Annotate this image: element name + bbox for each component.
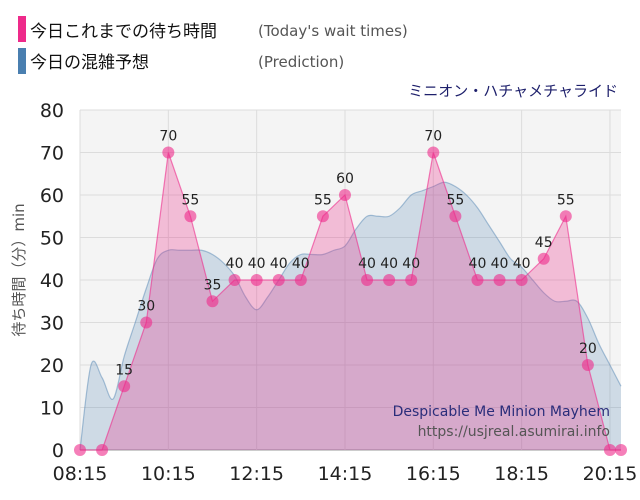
- today-point: [294, 274, 307, 286]
- watermark: Despicable Me Minion Mayhem https://usjr…: [393, 404, 610, 440]
- today-point: [581, 359, 594, 371]
- today-point: [228, 274, 241, 286]
- legend-prediction-sub: (Prediction): [258, 53, 344, 71]
- data-label: 40: [491, 256, 509, 272]
- data-label: 40: [380, 256, 398, 272]
- today-point: [140, 316, 153, 329]
- today-point: [515, 274, 528, 286]
- today-point: [427, 146, 440, 159]
- data-label: 40: [248, 256, 266, 272]
- y-tick-label: 80: [40, 100, 64, 122]
- series-points: [74, 146, 627, 456]
- data-label: 55: [557, 192, 575, 208]
- x-axis: 08:15 10:15 12:15 14:15 16:15 18:15 20:15: [53, 463, 638, 485]
- y-tick-label: 50: [40, 228, 64, 250]
- y-tick-label: 10: [40, 398, 64, 420]
- data-label: 70: [424, 129, 442, 145]
- today-point: [405, 274, 418, 286]
- attraction-subtitle: ミニオン・ハチャメチャライド: [408, 82, 618, 100]
- today-point: [383, 274, 396, 286]
- watermark-title: Despicable Me Minion Mayhem: [393, 404, 610, 420]
- today-point: [338, 189, 351, 201]
- legend: 今日これまでの待ち時間 (Today's wait times) 今日の混雑予想…: [18, 16, 408, 74]
- legend-prediction-label: 今日の混雑予想: [30, 53, 149, 73]
- today-point: [615, 444, 627, 456]
- data-label: 40: [358, 256, 376, 272]
- data-label: 45: [535, 235, 553, 251]
- data-label: 40: [226, 256, 244, 272]
- y-axis: 0 10 20 30 40 50 60 70 80: [40, 100, 64, 462]
- y-tick-label: 70: [40, 143, 64, 165]
- legend-swatch-prediction: [18, 48, 26, 74]
- data-label: 55: [181, 192, 199, 208]
- prediction-area: [80, 182, 621, 450]
- data-label: 35: [204, 277, 222, 293]
- data-label: 55: [314, 192, 332, 208]
- today-point: [316, 210, 329, 223]
- today-point: [361, 274, 374, 286]
- today-point: [184, 210, 197, 223]
- data-label: 15: [115, 362, 133, 378]
- x-tick-label: 10:15: [141, 463, 196, 485]
- watermark-url: https://usjreal.asumirai.info: [418, 424, 610, 440]
- data-label: 55: [446, 192, 464, 208]
- legend-today-sub: (Today's wait times): [258, 22, 408, 40]
- y-tick-label: 30: [40, 313, 64, 335]
- today-point: [559, 210, 572, 223]
- data-label: 40: [292, 256, 310, 272]
- today-area: [80, 152, 621, 450]
- data-label: 60: [336, 171, 354, 187]
- today-point: [603, 444, 616, 456]
- data-label: 20: [579, 341, 597, 357]
- data-label: 30: [137, 299, 155, 315]
- x-tick-label: 12:15: [229, 463, 284, 485]
- legend-swatch-today: [18, 16, 26, 42]
- y-tick-label: 0: [52, 440, 64, 462]
- today-point: [96, 444, 109, 456]
- today-point: [471, 274, 484, 286]
- data-label: 70: [159, 129, 177, 145]
- x-tick-label: 14:15: [318, 463, 373, 485]
- y-axis-label: 待ち時間（分）min: [10, 203, 28, 336]
- x-tick-label: 08:15: [53, 463, 108, 485]
- today-point: [272, 274, 285, 286]
- today-point: [493, 274, 506, 286]
- x-tick-label: 20:15: [583, 463, 638, 485]
- legend-today-label: 今日これまでの待ち時間: [30, 22, 217, 42]
- prediction-line: [79, 181, 622, 451]
- data-label: 40: [402, 256, 420, 272]
- today-point: [118, 380, 131, 393]
- y-tick-label: 60: [40, 185, 64, 207]
- today-point: [162, 146, 175, 159]
- x-tick-label: 16:15: [406, 463, 461, 485]
- x-tick-label: 18:15: [494, 463, 549, 485]
- y-tick-label: 40: [40, 270, 64, 292]
- today-point: [449, 210, 462, 223]
- today-point: [74, 444, 86, 456]
- today-point: [537, 252, 550, 265]
- today-point: [206, 295, 219, 308]
- data-label: 40: [469, 256, 487, 272]
- data-label: 40: [513, 256, 531, 272]
- data-label: 40: [270, 256, 288, 272]
- y-tick-label: 20: [40, 355, 64, 377]
- today-point: [250, 274, 263, 286]
